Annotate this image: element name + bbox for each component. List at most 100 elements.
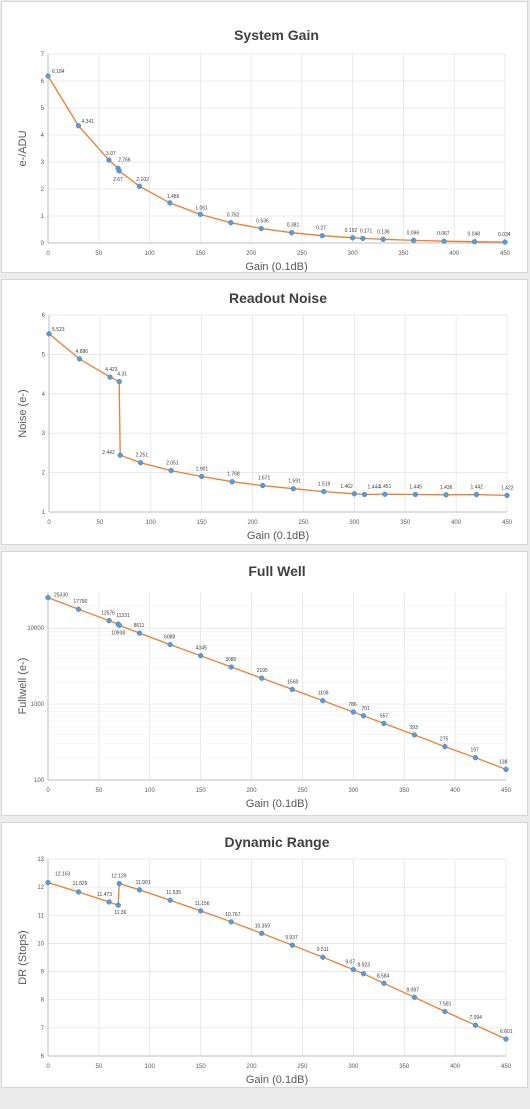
x-tick-label: 150 xyxy=(197,520,208,526)
data-point xyxy=(382,491,388,497)
data-point xyxy=(167,200,173,206)
y-axis-label: Noise (e-) xyxy=(17,389,29,437)
data-label: 25330 xyxy=(54,593,68,599)
data-point xyxy=(259,675,265,681)
x-tick-label: 100 xyxy=(145,788,156,794)
data-label: 197 xyxy=(470,748,479,754)
system-gain-chart: System Gain 0 50 100 150 200 250 300 350 400 450 0 1… xyxy=(1,1,528,273)
data-point xyxy=(351,491,357,497)
x-axis-label: Gain (0.1dB) xyxy=(246,798,308,810)
y-tick-label: 2 xyxy=(42,471,46,477)
x-tick-label: 400 xyxy=(450,788,461,794)
x-tick-label: 350 xyxy=(398,251,409,257)
data-label: 1.442 xyxy=(470,485,483,491)
data-label: 1.768 xyxy=(227,472,240,478)
y-axis-label: DR (Stops) xyxy=(17,930,29,984)
data-point xyxy=(107,374,113,380)
data-point xyxy=(259,930,265,936)
data-label: 7.581 xyxy=(439,1002,452,1008)
data-label: 4.31 xyxy=(117,372,127,378)
data-label: 1.436 xyxy=(440,485,453,491)
data-label: 1.462 xyxy=(340,484,353,490)
y-axis-label: e-/ADU xyxy=(17,130,29,166)
data-point xyxy=(361,491,368,498)
data-point xyxy=(289,686,295,693)
data-label: 0.381 xyxy=(287,223,300,229)
data-label: 0.034 xyxy=(498,232,511,238)
data-point xyxy=(472,755,479,761)
x-tick-label: 150 xyxy=(196,788,207,794)
data-label: 9.937 xyxy=(285,935,298,941)
data-label: 138 xyxy=(499,759,508,765)
data-label: 6.601 xyxy=(500,1029,513,1035)
data-label: 11.473 xyxy=(97,892,112,898)
data-point xyxy=(137,460,144,466)
data-label: 2.766 xyxy=(118,157,131,163)
data-point xyxy=(45,594,51,601)
data-label: 275 xyxy=(440,737,449,743)
data-point xyxy=(136,630,143,636)
readout-noise-chart: Readout Noise 0 50 100 150 200 250 300 350 400 450… xyxy=(1,279,528,545)
data-label: 1.444 xyxy=(368,485,381,491)
data-label: 393 xyxy=(409,725,418,731)
data-label: 1560 xyxy=(287,679,298,685)
data-label: 9.511 xyxy=(317,947,329,953)
data-point xyxy=(258,225,264,232)
data-point xyxy=(228,664,234,670)
data-label: 1.519 xyxy=(318,482,331,488)
x-tick-label: 200 xyxy=(247,788,258,794)
y-tick-label: 7 xyxy=(41,1026,45,1032)
y-tick-label: 3 xyxy=(42,431,46,437)
data-point xyxy=(116,378,122,385)
data-point xyxy=(504,492,510,499)
x-axis-label: Gain (0.1dB) xyxy=(247,530,309,542)
data-point xyxy=(136,183,143,189)
data-label: 9.07 xyxy=(345,960,355,966)
data-label: 11331 xyxy=(116,613,130,619)
data-label: 2.051 xyxy=(166,461,179,467)
data-point xyxy=(290,486,296,492)
y-tick-label: 6 xyxy=(41,1054,45,1060)
data-point xyxy=(442,1008,448,1015)
data-label: 0.536 xyxy=(256,219,269,225)
data-point xyxy=(360,713,367,719)
y-tick-label: 8 xyxy=(41,998,45,1004)
x-tick-label: 0 xyxy=(46,788,50,794)
y-tick-label: 7 xyxy=(41,52,45,58)
readout-noise-plot: Readout Noise 0 50 100 150 200 250 300 350 400 450… xyxy=(17,290,514,542)
data-point xyxy=(442,744,448,750)
data-point xyxy=(320,698,326,704)
x-tick-label: 100 xyxy=(145,251,156,257)
data-point xyxy=(115,902,121,908)
y-tick-label: 9 xyxy=(41,970,45,976)
y-tick-label: 11 xyxy=(38,913,45,919)
x-tick-label: 200 xyxy=(246,251,257,257)
data-label: 557 xyxy=(380,713,389,719)
data-label: 3080 xyxy=(225,657,236,663)
x-axis-label: Gain (0.1dB) xyxy=(245,261,307,272)
data-label: 5.523 xyxy=(52,327,65,333)
data-label: 2.442 xyxy=(102,450,115,456)
data-label: 1.901 xyxy=(196,467,209,473)
series-line xyxy=(48,333,508,497)
x-tick-label: 250 xyxy=(297,1064,308,1070)
data-point xyxy=(75,889,82,895)
data-label: 8.923 xyxy=(358,963,371,969)
data-point xyxy=(350,709,356,715)
chart-title: Full Well xyxy=(248,563,305,579)
data-point xyxy=(167,897,173,903)
chart-title: System Gain xyxy=(234,27,319,43)
x-tick-label: 300 xyxy=(349,520,360,526)
y-tick-label: 1000 xyxy=(31,702,45,708)
data-label: 11.901 xyxy=(136,880,151,886)
data-label: 8.087 xyxy=(406,987,419,993)
data-point xyxy=(117,452,123,458)
y-axis-label: Fullwell (e-) xyxy=(17,658,29,715)
x-tick-label: 400 xyxy=(450,1064,461,1070)
y-tick-label: 1 xyxy=(42,510,46,516)
x-tick-label: 150 xyxy=(195,251,206,257)
data-point xyxy=(289,230,295,236)
data-label: 0.192 xyxy=(345,228,358,234)
data-point xyxy=(45,73,51,79)
data-label: 1.486 xyxy=(167,194,180,200)
